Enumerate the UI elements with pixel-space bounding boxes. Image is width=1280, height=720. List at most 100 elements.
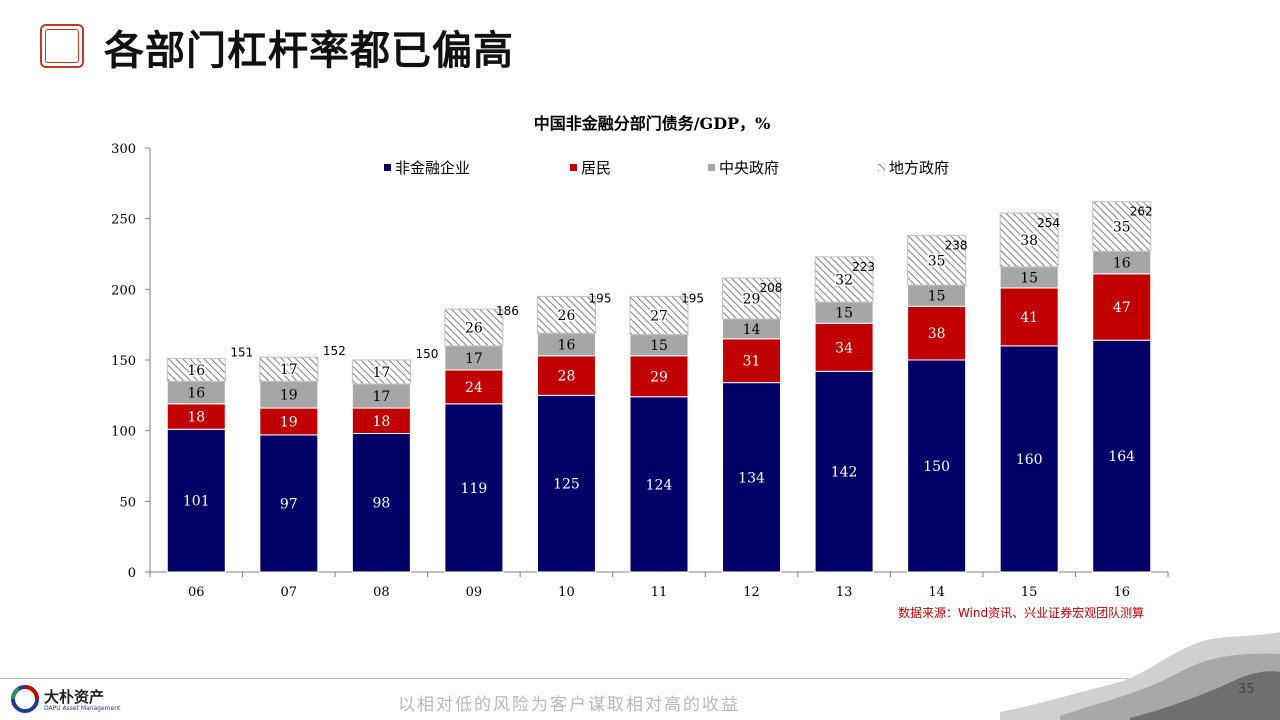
data-label: 14	[743, 322, 761, 338]
y-tick-label: 250	[111, 213, 136, 228]
bar-segment	[166, 358, 226, 382]
y-tick-label: 200	[111, 283, 136, 298]
x-tick-label: 15	[1021, 585, 1038, 600]
footer-slogan: 以相对低的风险为客户谋取相对高的收益	[398, 695, 740, 715]
bar-segment	[351, 432, 411, 573]
bar-segment	[999, 345, 1059, 573]
total-label: 223	[852, 260, 875, 274]
data-label: 17	[280, 362, 298, 378]
y-axis: 0 50 100 150 200 250 300	[111, 142, 151, 581]
data-label: 16	[1113, 255, 1131, 271]
total-label: 238	[945, 239, 968, 253]
bar-segment	[259, 356, 319, 382]
bar-segment	[629, 295, 689, 336]
data-label: 32	[835, 272, 853, 288]
data-label: 142	[831, 465, 858, 481]
bar-segment	[259, 380, 319, 409]
bar-segment	[351, 359, 411, 385]
bar-segment	[907, 235, 967, 286]
x-tick-label: 08	[373, 585, 390, 600]
total-label: 195	[681, 291, 704, 305]
data-label: 98	[372, 496, 390, 512]
bar-segment	[722, 338, 782, 384]
data-label: 26	[558, 308, 576, 324]
data-label: 19	[280, 388, 298, 404]
data-label: 119	[461, 481, 488, 497]
data-label: 124	[646, 477, 673, 493]
data-label: 16	[187, 386, 205, 402]
total-label: 208	[760, 281, 783, 295]
bar-segment	[536, 394, 596, 573]
x-tick-label: 07	[281, 585, 298, 600]
total-label: 195	[589, 291, 612, 305]
x-tick-label: 14	[928, 585, 945, 600]
data-label: 29	[650, 369, 668, 385]
legend-swatch	[384, 164, 391, 171]
data-label: 16	[558, 337, 576, 353]
legend-swatch	[708, 164, 715, 171]
data-label: 38	[928, 326, 946, 342]
ink-landscape-decoration	[1000, 632, 1280, 720]
bar-segment	[629, 355, 689, 398]
total-label: 151	[230, 346, 253, 360]
data-label: 31	[743, 354, 761, 370]
y-tick-label: 300	[111, 142, 136, 157]
bar-segment	[1092, 201, 1152, 252]
stacked-bar-chart: 中国非金融分部门债务/GDP，% 非金融企业 居民 中央政府 地方政府 0 50 100 1…	[111, 114, 1169, 600]
bar-segment	[444, 345, 504, 371]
bar-segment	[999, 287, 1059, 347]
legend-label: 中央政府	[719, 159, 779, 177]
footer-brand-en: DAPU Asset Management	[44, 705, 121, 712]
total-label: 152	[323, 344, 346, 358]
legend-label: 非金融企业	[395, 159, 470, 177]
x-tick-label: 06	[188, 585, 205, 600]
bar-segment	[907, 359, 967, 573]
y-tick-label: 0	[128, 566, 136, 581]
bar-segment	[722, 277, 782, 320]
x-tick-label: 09	[466, 585, 483, 600]
data-label: 35	[928, 253, 946, 269]
bar-segment	[259, 434, 319, 573]
data-label: 101	[183, 494, 210, 510]
data-label: 164	[1108, 449, 1135, 465]
brand-logo-icon	[11, 685, 39, 713]
data-label: 134	[738, 470, 765, 486]
y-tick-label: 100	[111, 425, 136, 440]
bar-segment	[814, 256, 874, 303]
bar-segment	[444, 403, 504, 573]
chart-legend: 非金融企业 居民 中央政府 地方政府	[384, 159, 949, 177]
data-label: 17	[372, 389, 390, 405]
y-tick-label: 150	[111, 354, 136, 369]
company-seal-logo	[40, 24, 84, 68]
data-label: 35	[1113, 219, 1131, 235]
x-tick-label: 12	[743, 585, 760, 600]
footer-brand: 大朴资产	[44, 688, 105, 706]
data-label: 97	[280, 496, 298, 512]
data-label: 18	[372, 414, 390, 430]
legend-label: 地方政府	[889, 159, 949, 177]
data-label: 15	[835, 306, 853, 322]
data-label: 41	[1020, 310, 1038, 326]
x-axis: 06 07 08 09 10 11 12 13 14 15 16	[149, 571, 1169, 600]
total-label: 186	[496, 304, 519, 318]
data-label: 17	[372, 365, 390, 381]
data-label: 19	[280, 414, 298, 430]
data-label: 26	[465, 320, 483, 336]
source-note: 数据来源：Wind资讯、兴业证券宏观团队测算	[898, 606, 1145, 620]
legend-swatch	[570, 164, 577, 171]
data-label: 150	[923, 459, 950, 475]
data-label: 29	[743, 292, 761, 308]
bar-segment	[351, 407, 411, 434]
x-tick-label: 13	[836, 585, 853, 600]
data-label: 15	[1020, 270, 1038, 286]
data-label: 16	[187, 363, 205, 379]
bar-segment	[999, 212, 1059, 268]
total-label: 262	[1130, 205, 1153, 219]
bars: 101 18 16 16 151 97 19 19 17 152 98 18 17 17 150 119 24 1…	[166, 201, 1153, 573]
total-label: 150	[415, 347, 438, 361]
x-tick-label: 10	[558, 585, 575, 600]
bar-segment	[444, 308, 504, 347]
data-label: 17	[465, 351, 483, 367]
data-label: 24	[465, 380, 483, 396]
footer-divider	[0, 678, 1280, 679]
